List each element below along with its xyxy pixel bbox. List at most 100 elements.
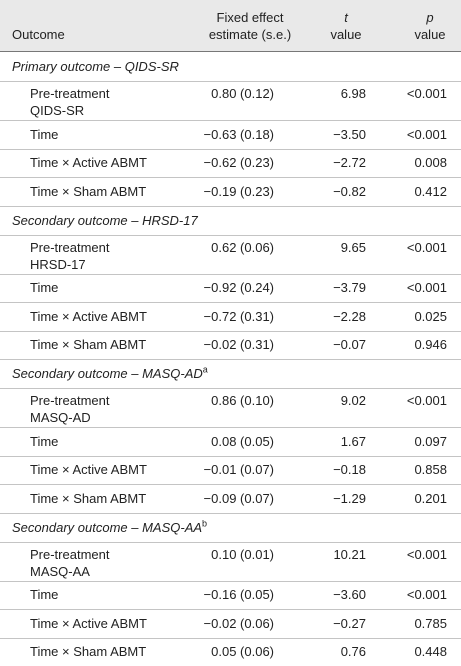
row-rule	[0, 148, 461, 150]
p-cell: <0.001	[406, 126, 447, 142]
row-rule	[0, 512, 461, 514]
row-label: Pre-treatment HRSD-17	[30, 239, 109, 273]
t-cell: 6.98	[340, 86, 366, 101]
row-label: Time	[30, 126, 59, 142]
estimate-cell: −0.16 (0.05)	[203, 587, 274, 603]
header-t: t value	[326, 9, 366, 43]
estimate-cell: 0.05 (0.06)	[211, 644, 274, 660]
row-rule	[0, 359, 461, 360]
row-label: Time	[30, 280, 59, 296]
section-title: Secondary outcome – MASQ-ADa	[12, 365, 208, 382]
p-cell: <0.001	[406, 393, 447, 408]
t-cell: −2.28	[333, 308, 366, 324]
header-p: p value	[410, 9, 450, 43]
row-rule	[0, 484, 461, 485]
row-label: Time × Active ABMT	[30, 308, 147, 324]
header-row	[0, 0, 461, 52]
p-cell: <0.001	[406, 587, 447, 603]
estimate-cell: −0.62 (0.23)	[203, 155, 274, 171]
header-line: value	[330, 27, 362, 42]
t-cell: −2.72	[333, 155, 366, 171]
t-cell: −3.50	[333, 126, 366, 142]
t-cell: −3.60	[333, 587, 366, 603]
estimate-cell: 0.08 (0.05)	[211, 433, 274, 449]
row-label: Pre-treatment MASQ-AA	[30, 546, 109, 580]
row-label: Time	[30, 433, 59, 449]
row-label: Pre-treatment MASQ-AD	[30, 392, 109, 426]
footnote-mark: a	[202, 364, 208, 375]
estimate-cell: −0.63 (0.18)	[203, 126, 274, 142]
estimate-cell: −0.09 (0.07)	[203, 490, 274, 506]
section-title: Primary outcome – QIDS-SR	[12, 58, 179, 75]
p-cell: 0.946	[414, 337, 447, 353]
section-title-text: Secondary outcome – MASQ-AA	[12, 519, 203, 535]
header-line: p	[426, 10, 434, 25]
section-title-text: Secondary outcome – MASQ-AD	[12, 366, 203, 381]
row-label: Time × Active ABMT	[30, 615, 147, 631]
row-label-line: MASQ-AA	[30, 563, 90, 579]
estimate-cell: −0.02 (0.06)	[203, 615, 274, 631]
estimate-cell: −0.02 (0.31)	[203, 337, 274, 353]
section-title-text: Secondary outcome – HRSD-17	[12, 212, 198, 228]
p-cell: 0.025	[414, 308, 447, 324]
p-cell: <0.001	[406, 86, 447, 101]
estimate-cell: 0.86 (0.10)	[211, 393, 274, 408]
row-label: Time	[30, 587, 59, 603]
section-title: Secondary outcome – MASQ-AAb	[12, 519, 207, 536]
row-label-line: Pre-treatment	[30, 393, 110, 408]
row-label: Time × Active ABMT	[30, 155, 147, 171]
t-cell: 9.65	[340, 239, 366, 255]
header-line: t	[344, 10, 348, 25]
row-rule	[0, 205, 461, 207]
t-cell: −1.29	[333, 490, 366, 506]
row-label-line: QIDS-SR	[30, 103, 85, 118]
t-cell: −0.27	[333, 615, 366, 631]
p-cell: 0.412	[414, 183, 447, 199]
row-label-line: MASQ-AD	[30, 410, 91, 425]
header-line: value	[414, 27, 446, 42]
header-line: Fixed effect	[216, 10, 284, 25]
p-cell: 0.448	[414, 644, 447, 660]
estimate-cell: 0.62 (0.06)	[211, 239, 274, 255]
row-label: Time × Sham ABMT	[30, 337, 147, 353]
estimate-cell: −0.01 (0.07)	[203, 462, 274, 478]
t-cell: 1.67	[340, 433, 366, 449]
p-cell: 0.097	[414, 433, 447, 449]
p-cell: 0.858	[414, 462, 447, 478]
row-rule	[0, 609, 461, 610]
p-cell: <0.001	[406, 239, 447, 255]
t-cell: 9.02	[340, 393, 366, 408]
row-rule	[0, 427, 461, 428]
row-label-line: Pre-treatment	[30, 239, 110, 255]
row-rule	[0, 330, 461, 332]
section-title: Secondary outcome – HRSD-17	[12, 212, 198, 229]
t-cell: 0.76	[340, 644, 366, 660]
row-label: Time × Sham ABMT	[30, 644, 147, 660]
estimate-cell: −0.19 (0.23)	[203, 183, 274, 199]
header-line: estimate (s.e.)	[208, 27, 292, 42]
row-rule	[0, 273, 461, 275]
row-rule	[0, 455, 461, 457]
row-label-line: Pre-treatment	[30, 86, 110, 101]
row-rule	[0, 81, 461, 82]
p-cell: <0.001	[406, 546, 447, 562]
p-cell: 0.201	[414, 490, 447, 506]
estimate-cell: 0.80 (0.12)	[211, 86, 274, 101]
estimate-cell: −0.72 (0.31)	[203, 308, 274, 324]
p-cell: <0.001	[406, 280, 447, 296]
header-outcome: Outcome	[12, 27, 65, 42]
row-rule	[0, 580, 461, 582]
row-label-line: Pre-treatment	[30, 546, 110, 562]
t-cell: −0.82	[333, 183, 366, 199]
footnote-mark: b	[202, 518, 208, 529]
p-cell: 0.785	[414, 615, 447, 631]
row-rule	[0, 234, 461, 236]
t-cell: −0.18	[333, 462, 366, 478]
row-rule	[0, 637, 461, 639]
row-label: Pre-treatment QIDS-SR	[30, 85, 109, 119]
estimate-cell: 0.10 (0.01)	[211, 546, 274, 562]
row-label-line: HRSD-17	[30, 256, 86, 272]
row-label: Time × Sham ABMT	[30, 183, 147, 199]
section-title-text: Primary outcome – QIDS-SR	[12, 59, 179, 74]
